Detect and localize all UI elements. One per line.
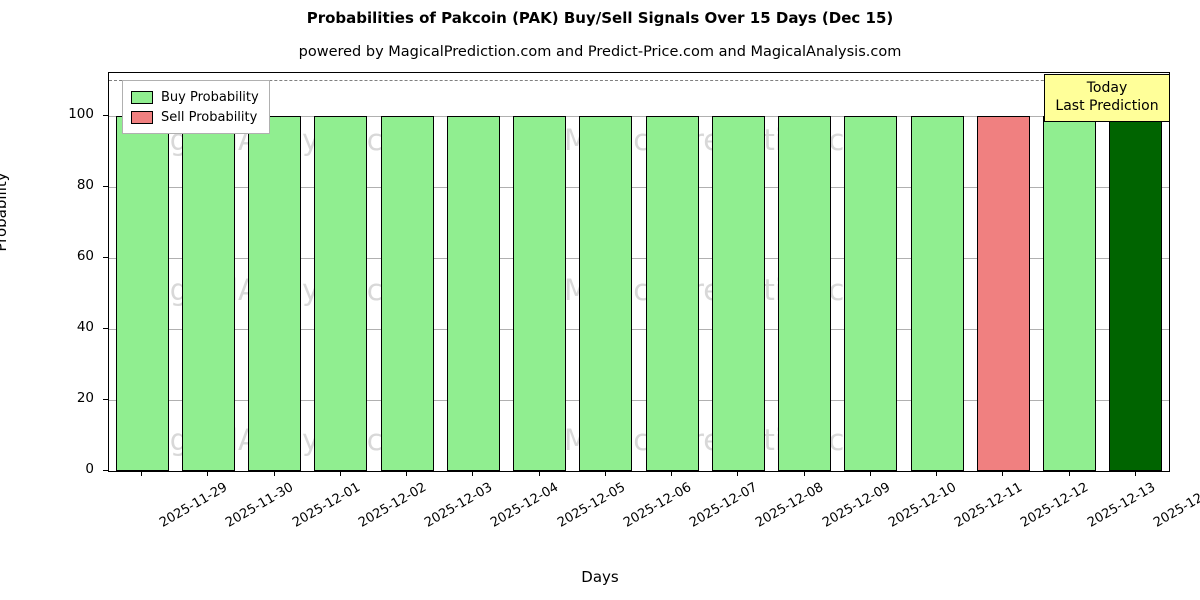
bar xyxy=(314,115,368,471)
gridline xyxy=(109,471,1169,472)
bar xyxy=(976,115,1030,471)
bar xyxy=(645,115,699,471)
legend: Buy Probability Sell Probability xyxy=(122,80,270,134)
bar xyxy=(446,115,500,471)
bar xyxy=(1109,115,1163,471)
chart-subtitle: powered by MagicalPrediction.com and Pre… xyxy=(298,44,902,60)
x-tick-label: 2025-12-02 xyxy=(355,480,429,531)
x-tick-label: 2025-12-07 xyxy=(687,480,761,531)
x-tick-label: 2025-11-30 xyxy=(223,480,297,531)
legend-label-buy: Buy Probability xyxy=(161,89,259,105)
gridline xyxy=(109,116,1169,117)
y-axis-title: Probability xyxy=(0,172,10,252)
today-annotation: Today Last Prediction xyxy=(1044,74,1170,122)
legend-item-sell: Sell Probability xyxy=(131,107,259,127)
x-tick-label: 2025-12-11 xyxy=(952,480,1026,531)
gridline xyxy=(109,187,1169,188)
x-tick-label: 2025-12-09 xyxy=(819,480,893,531)
gridline xyxy=(109,258,1169,259)
bar xyxy=(778,115,832,471)
y-tick-label: 40 xyxy=(76,318,94,335)
x-tick-label: 2025-12-03 xyxy=(422,480,496,531)
bar xyxy=(380,115,434,471)
bar xyxy=(1043,115,1097,471)
legend-label-sell: Sell Probability xyxy=(161,109,258,125)
x-tick-label: 2025-12-13 xyxy=(1084,480,1158,531)
bar xyxy=(579,115,633,471)
bar xyxy=(910,115,964,471)
x-tick-label: 2025-11-29 xyxy=(157,480,231,531)
x-tick-label: 2025-12-08 xyxy=(753,480,827,531)
legend-item-buy: Buy Probability xyxy=(131,87,259,107)
x-tick-label: 2025-12-14 xyxy=(1150,480,1200,531)
x-tick-label: 2025-12-10 xyxy=(885,480,959,531)
legend-swatch-buy xyxy=(131,90,153,104)
bar xyxy=(844,115,898,471)
chart-title: Probabilities of Pakcoin (PAK) Buy/Sell … xyxy=(306,9,894,27)
reference-line xyxy=(109,80,1169,81)
x-tick-label: 2025-12-06 xyxy=(620,480,694,531)
bar xyxy=(711,115,765,471)
bar xyxy=(248,115,302,471)
y-tick-label: 20 xyxy=(76,389,94,406)
bar xyxy=(115,115,169,471)
bar xyxy=(181,115,235,471)
y-tick-label: 0 xyxy=(85,461,94,477)
y-tick-label: 60 xyxy=(76,247,94,264)
x-tick-label: 2025-12-04 xyxy=(488,480,562,531)
y-tick-label: 100 xyxy=(68,105,94,122)
x-tick-label: 2025-12-12 xyxy=(1018,480,1092,531)
x-tick-label: 2025-12-01 xyxy=(289,480,363,531)
gridline xyxy=(109,329,1169,330)
today-annotation-line1: Today xyxy=(1086,80,1128,96)
x-axis-title: Days xyxy=(581,568,619,586)
today-annotation-line2: Last Prediction xyxy=(1055,97,1159,114)
legend-swatch-sell xyxy=(131,110,153,124)
bar xyxy=(513,115,567,471)
y-tick-label: 80 xyxy=(76,176,94,193)
gridline xyxy=(109,400,1169,401)
x-tick-label: 2025-12-05 xyxy=(554,480,628,531)
